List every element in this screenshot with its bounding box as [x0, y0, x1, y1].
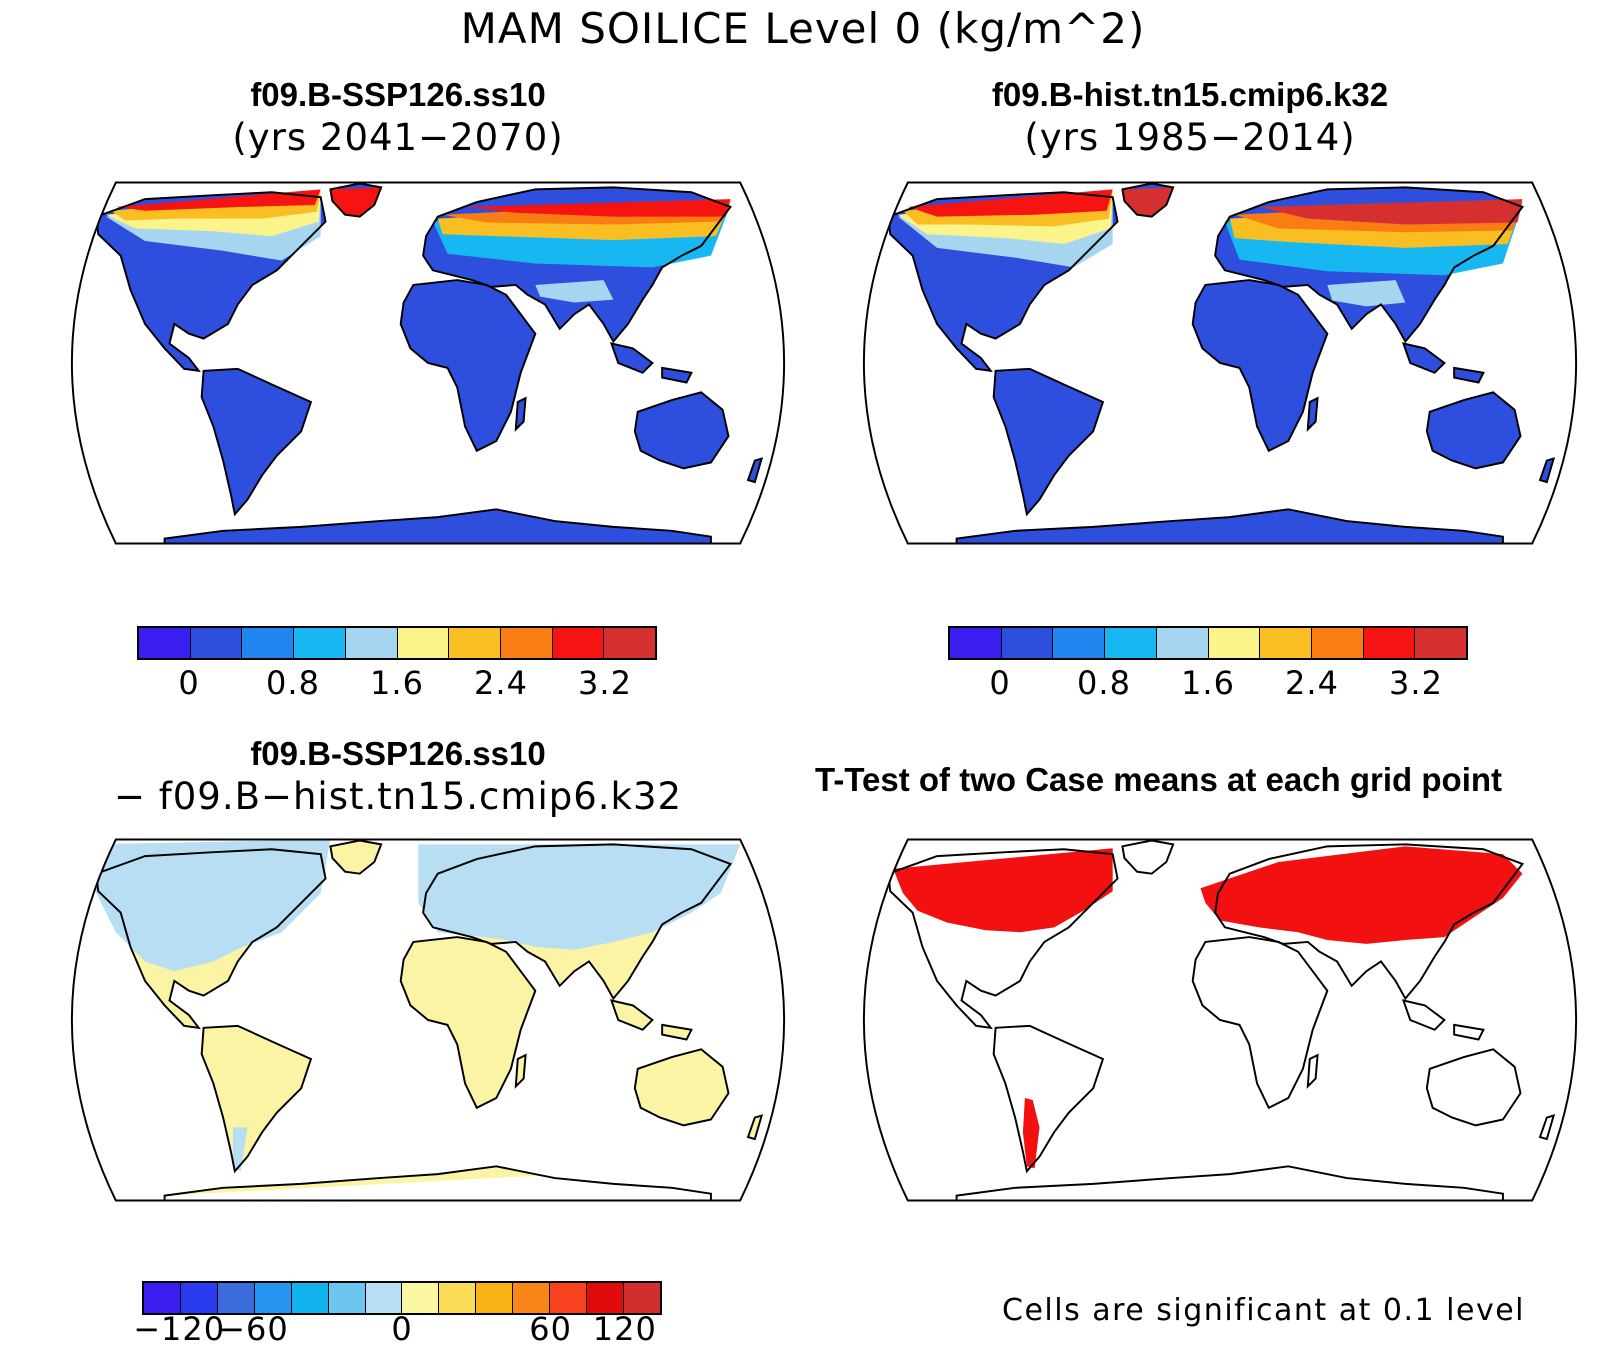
figure-title: MAM SOILICE Level 0 (kg/m^2) — [460, 4, 1146, 53]
colorbar-2-swatch — [1001, 628, 1054, 658]
colorbar-2-swatch — [1311, 628, 1364, 658]
panel-2-subtitle: (yrs 1985−2014) — [1024, 116, 1356, 159]
colorbar-3-tick-label: −120 — [133, 1310, 226, 1348]
colorbar-1-swatch — [552, 628, 605, 658]
panel-1-subtitle: (yrs 2041−2070) — [232, 116, 564, 159]
colorbar-1-swatch — [139, 628, 191, 658]
colorbar-3-swatch — [402, 1283, 440, 1313]
colorbar-1-tick-label: 3.2 — [578, 664, 632, 702]
colorbar-panel-1 — [137, 626, 657, 660]
colorbar-2-tick-label: 0 — [989, 664, 1011, 702]
colorbar-panel-3-ticks: −120 −60 0 60 120 — [133, 1310, 662, 1350]
colorbar-3-swatch — [254, 1283, 292, 1313]
colorbar-3-swatch — [476, 1283, 514, 1313]
colorbar-2-swatch — [1208, 628, 1261, 658]
colorbar-1-tick-label: 0.8 — [266, 664, 320, 702]
colorbar-2-tick-label: 1.6 — [1181, 664, 1235, 702]
colorbar-1-swatch — [500, 628, 553, 658]
colorbar-2-tick-label: 0.8 — [1077, 664, 1131, 702]
colorbar-2-swatch — [1415, 628, 1467, 658]
panel-2-title: f09.B-hist.tn15.cmip6.k32 — [991, 76, 1389, 113]
colorbar-3-tick-label: 60 — [529, 1310, 572, 1348]
colorbar-1-swatch — [190, 628, 243, 658]
colorbar-3-swatch — [217, 1283, 255, 1313]
colorbar-2-tick-label: 2.4 — [1285, 664, 1339, 702]
colorbar-1-tick-label: 0 — [178, 664, 200, 702]
colorbar-3-swatch — [365, 1283, 403, 1313]
panel-3-title: f09.B-SSP126.ss10 — [250, 735, 546, 772]
significance-note: Cells are significant at 0.1 level — [1002, 1293, 1526, 1328]
colorbar-3-swatch — [328, 1283, 366, 1313]
colorbar-3-swatch — [291, 1283, 329, 1313]
colorbar-1-tick-label: 2.4 — [474, 664, 528, 702]
colorbar-3-swatch — [623, 1283, 660, 1313]
colorbar-2-swatch — [1260, 628, 1312, 658]
colorbar-2-swatch — [1363, 628, 1416, 658]
colorbar-3-tick-label: 120 — [592, 1310, 657, 1348]
map-panel-4 — [862, 838, 1578, 1202]
colorbar-1-swatch — [449, 628, 501, 658]
colorbar-panel-2 — [948, 626, 1468, 660]
colorbar-2-swatch — [950, 628, 1002, 658]
colorbar-1-swatch — [397, 628, 450, 658]
map-panel-1 — [70, 181, 786, 545]
colorbar-panel-2-ticks: 0 0.8 1.6 2.4 3.2 — [948, 664, 1468, 704]
map-panel-3 — [70, 838, 786, 1202]
colorbar-3-swatch — [144, 1283, 181, 1313]
colorbar-2-swatch — [1156, 628, 1209, 658]
colorbar-1-tick-label: 1.6 — [370, 664, 424, 702]
colorbar-1-swatch — [345, 628, 398, 658]
colorbar-2-swatch — [1053, 628, 1106, 658]
colorbar-3-swatch — [439, 1283, 477, 1313]
colorbar-1-swatch — [294, 628, 346, 658]
colorbar-3-tick-label: −60 — [218, 1310, 289, 1348]
colorbar-2-tick-label: 3.2 — [1389, 664, 1443, 702]
panel-3-subtitle: − f09.B−hist.tn15.cmip6.k32 — [113, 775, 683, 818]
panel-4-title: T-Test of two Case means at each grid po… — [815, 761, 1503, 798]
colorbar-3-tick-label: 0 — [391, 1310, 413, 1348]
colorbar-3-swatch — [550, 1283, 588, 1313]
colorbar-3-swatch — [587, 1283, 624, 1313]
colorbar-1-swatch — [242, 628, 295, 658]
colorbar-2-swatch — [1105, 628, 1157, 658]
colorbar-3-swatch — [513, 1283, 551, 1313]
colorbar-3-swatch — [180, 1283, 218, 1313]
panel-1-title: f09.B-SSP126.ss10 — [250, 76, 546, 113]
colorbar-panel-3 — [142, 1281, 662, 1315]
colorbar-panel-1-ticks: 0 0.8 1.6 2.4 3.2 — [137, 664, 657, 704]
colorbar-1-swatch — [604, 628, 656, 658]
map-panel-2 — [862, 181, 1578, 545]
